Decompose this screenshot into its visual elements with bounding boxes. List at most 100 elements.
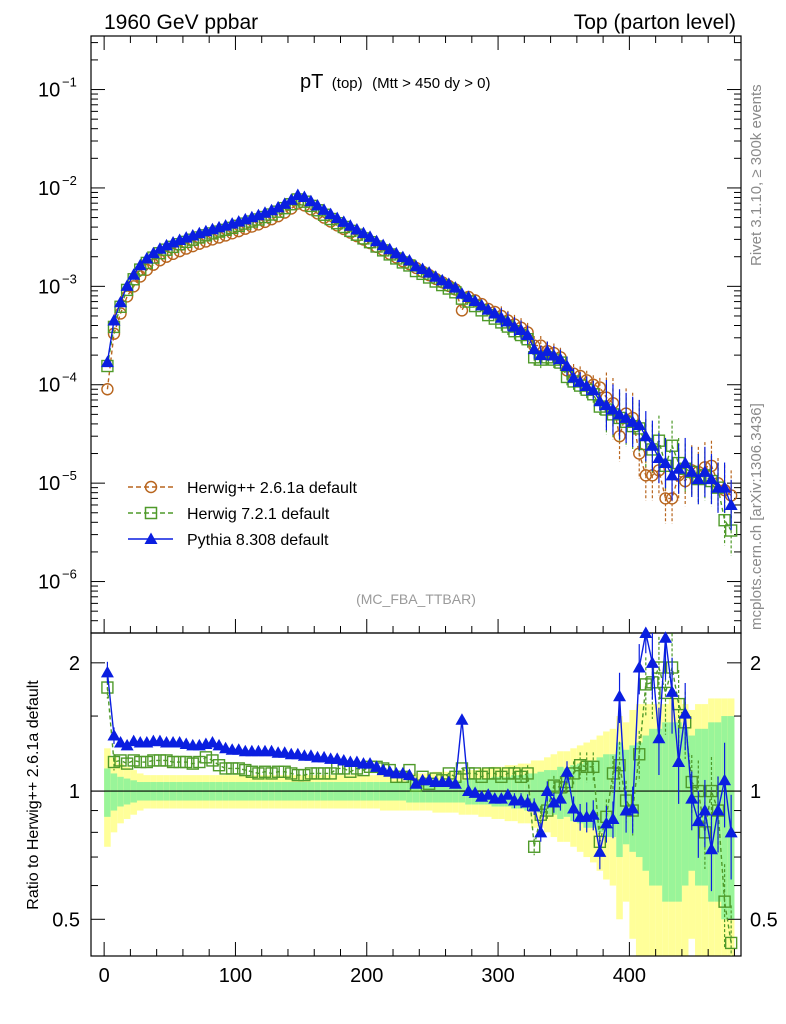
ratio-data-point xyxy=(107,729,121,741)
ratio-data-point xyxy=(166,755,180,769)
ratio-tick-label-left: 1 xyxy=(69,781,80,803)
main-data-point xyxy=(448,281,462,293)
y-tick-label: 10 xyxy=(38,178,60,200)
legend-item-pythia: Pythia 8.308 default xyxy=(128,532,329,549)
ratio-data-point xyxy=(599,816,613,829)
main-data-point xyxy=(383,242,397,255)
legend-item-herwig-pp: Herwig++ 2.6.1a default xyxy=(128,480,357,497)
ratio-data-point xyxy=(455,713,469,725)
main-data-point xyxy=(146,246,160,259)
main-data-point xyxy=(356,226,370,239)
ratio-data-point xyxy=(547,779,561,792)
main-data-point xyxy=(488,306,502,319)
main-data-point xyxy=(613,407,627,420)
ratio-data-point xyxy=(639,678,652,691)
ratio-data-point xyxy=(120,738,134,751)
ratio-y-ticks: 0.5 0.5 1 1 2 2 xyxy=(52,653,778,931)
ratio-frame xyxy=(90,632,742,957)
ratio-data-point xyxy=(501,788,515,800)
plot-title-main: pT xyxy=(300,71,323,93)
main-data-point xyxy=(297,190,311,203)
ratio-data-point xyxy=(540,784,554,797)
main-data-point xyxy=(284,193,298,205)
main-data-point xyxy=(580,379,594,392)
legend-label-herwig7: Herwig 7.2.1 default xyxy=(187,506,330,523)
ratio-data-point xyxy=(153,754,167,767)
ratio-data-point xyxy=(225,762,239,775)
band-inner-bin xyxy=(616,742,623,858)
band-inner-bin xyxy=(635,742,643,858)
main-data-point xyxy=(586,383,600,396)
main-data-point xyxy=(501,314,515,327)
main-data-point xyxy=(573,375,587,387)
y-tick-label: 10 xyxy=(38,375,60,397)
ratio-data-point xyxy=(239,763,252,777)
ratio-data-point xyxy=(317,767,331,780)
ratio-data-point xyxy=(704,842,718,855)
main-data-point xyxy=(317,203,331,215)
ratio-data-point xyxy=(514,770,528,784)
band-inner-bin xyxy=(675,722,682,902)
ratio-tick-label-left: 0.5 xyxy=(52,909,80,931)
main-data-point xyxy=(547,349,561,361)
main-data-point xyxy=(678,456,692,469)
plot-title-sub1: (top) xyxy=(332,75,363,92)
ratio-data-point xyxy=(508,767,521,780)
main-data-point xyxy=(521,328,535,341)
ratio-data-point xyxy=(698,804,712,816)
ratio-tick-label-right: 1 xyxy=(750,781,761,803)
ratio-data-point xyxy=(724,825,738,838)
ratio-data-point xyxy=(587,760,600,774)
band-inner-bin xyxy=(511,775,518,809)
ratio-data-point xyxy=(645,656,659,668)
ratio-data-point xyxy=(724,936,738,950)
ratio-data-point xyxy=(370,760,384,772)
main-data-point xyxy=(468,294,482,306)
main-data-point xyxy=(659,492,672,505)
main-data-point xyxy=(718,481,732,493)
main-data-point xyxy=(672,462,686,474)
ratio-data-point xyxy=(534,825,548,838)
main-data-point xyxy=(343,219,357,231)
main-data-point xyxy=(140,251,154,264)
main-data-point xyxy=(153,254,167,267)
ratio-data-point xyxy=(547,796,561,808)
ratio-data-point xyxy=(665,685,679,697)
ratio-data-point xyxy=(127,754,140,767)
main-data-point xyxy=(442,277,456,289)
y-tick-exponent: −2 xyxy=(62,173,77,188)
ratio-data-point xyxy=(494,792,508,804)
band-inner-bin xyxy=(681,728,689,886)
ratio-data-point xyxy=(658,631,672,643)
ratio-data-point xyxy=(205,736,219,748)
main-data-point xyxy=(330,211,344,224)
main-data-point xyxy=(337,215,351,227)
main-y-ticks: 10−610−510−410−310−210−1 xyxy=(38,42,741,622)
main-data-point xyxy=(160,250,173,263)
header-right: Top (parton level) xyxy=(574,11,736,34)
main-data-point xyxy=(180,242,193,255)
ratio-data-point xyxy=(304,767,318,780)
ratio-data-point xyxy=(633,748,646,761)
legend-item-herwig7: Herwig 7.2.1 default xyxy=(128,506,330,523)
main-data-point xyxy=(114,295,128,308)
x-axis-ticks: 0 100 200 300 400 xyxy=(99,36,735,987)
band-inner-bin xyxy=(642,735,650,871)
main-data-point xyxy=(271,200,285,213)
x-tick-label: 200 xyxy=(350,965,383,987)
main-data-point xyxy=(494,311,508,323)
ratio-data-point xyxy=(212,759,226,772)
y-tick-exponent: −6 xyxy=(62,567,77,582)
main-data-point xyxy=(455,287,469,299)
x-tick-label: 400 xyxy=(613,965,646,987)
main-data-point xyxy=(691,472,705,485)
ratio-data-point xyxy=(521,767,534,780)
ratio-data-point xyxy=(232,762,245,775)
main-data-point xyxy=(639,469,652,482)
main-data-point xyxy=(363,230,377,242)
main-data-point xyxy=(304,194,318,207)
ratio-data-point xyxy=(271,765,285,778)
ratio-data-point xyxy=(100,665,114,678)
main-data-point xyxy=(147,258,160,271)
ratio-data-point xyxy=(527,840,541,853)
